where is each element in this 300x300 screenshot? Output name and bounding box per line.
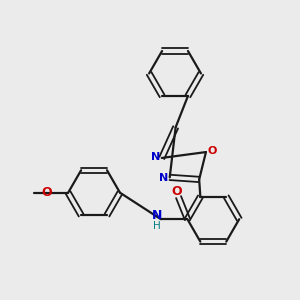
Text: N: N: [151, 152, 160, 162]
Text: O: O: [208, 146, 217, 156]
Text: O: O: [41, 186, 52, 199]
Text: O: O: [172, 185, 182, 198]
Text: N: N: [159, 173, 168, 183]
Text: N: N: [152, 209, 163, 222]
Text: H: H: [154, 221, 161, 231]
